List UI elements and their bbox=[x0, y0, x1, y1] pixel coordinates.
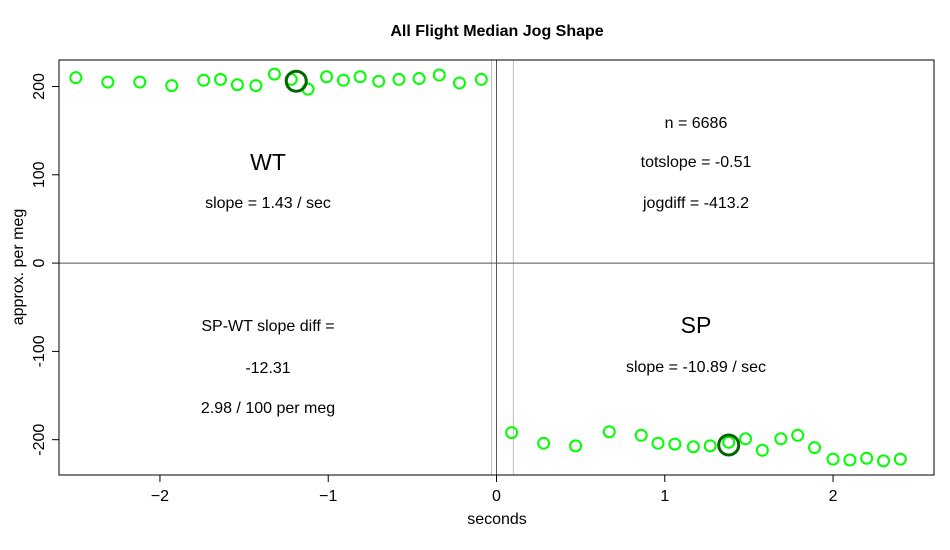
data-point-s0-6 bbox=[230, 78, 244, 92]
y-tick-label-3: -100 bbox=[31, 335, 48, 367]
data-point-s0-15 bbox=[392, 72, 406, 86]
data-point-s0-0 bbox=[69, 71, 83, 85]
y-axis-label: approx. per meg bbox=[10, 209, 27, 326]
x-tick-label-3: 1 bbox=[660, 488, 669, 505]
data-point-s0-3 bbox=[165, 79, 179, 93]
data-point-s1-15 bbox=[826, 452, 840, 466]
data-point-s1-2 bbox=[569, 439, 583, 453]
data-point-s0-4 bbox=[197, 73, 211, 87]
wt-slope-label: slope = 1.43 / sec bbox=[205, 195, 331, 212]
data-point-s1-0 bbox=[505, 426, 519, 440]
data-points bbox=[69, 67, 907, 468]
data-point-s0-13 bbox=[353, 70, 367, 84]
data-point-s1-10 bbox=[739, 432, 753, 446]
data-point-s1-6 bbox=[668, 437, 682, 451]
totslope-label: totslope = -0.51 bbox=[641, 154, 752, 171]
slope-diff-label: SP-WT slope diff = bbox=[201, 318, 334, 335]
x-tick-label-1: −1 bbox=[319, 488, 337, 505]
x-axis: −2 −1 0 1 2 bbox=[151, 474, 838, 505]
y-tick-label-4: -200 bbox=[31, 424, 48, 456]
sp-label: SP bbox=[681, 312, 712, 338]
data-point-s1-12 bbox=[774, 432, 788, 446]
data-point-s1-14 bbox=[808, 441, 822, 455]
data-point-s1-18 bbox=[877, 454, 891, 468]
y-tick-label-0: 200 bbox=[31, 73, 48, 100]
y-axis: 200 100 0 -100 -200 bbox=[31, 73, 60, 456]
reference-lines bbox=[59, 60, 934, 475]
data-point-s0-2 bbox=[133, 75, 147, 89]
data-point-s0-17 bbox=[432, 68, 446, 82]
data-point-s1-17 bbox=[860, 451, 874, 465]
x-tick-label-4: 2 bbox=[829, 488, 838, 505]
x-tick-label-0: −2 bbox=[151, 488, 169, 505]
x-tick-label-2: 0 bbox=[492, 488, 501, 505]
highlight-point-0 bbox=[284, 69, 308, 93]
highlight-point-1 bbox=[717, 433, 741, 457]
slope-diff-rate: 2.98 / 100 per meg bbox=[201, 400, 335, 417]
data-point-s1-19 bbox=[893, 452, 907, 466]
jogdiff-label: jogdiff = -413.2 bbox=[642, 195, 749, 212]
data-point-s0-11 bbox=[320, 70, 334, 84]
y-tick-label-1: 100 bbox=[31, 161, 48, 188]
x-axis-label: seconds bbox=[467, 511, 527, 528]
data-point-s1-13 bbox=[791, 428, 805, 442]
y-tick-label-2: 0 bbox=[31, 259, 48, 268]
data-point-s0-1 bbox=[101, 75, 115, 89]
data-point-s0-14 bbox=[372, 74, 386, 88]
data-point-s1-11 bbox=[755, 443, 769, 457]
data-point-s1-7 bbox=[686, 440, 700, 454]
data-point-s0-8 bbox=[267, 67, 281, 81]
wt-label: WT bbox=[250, 149, 286, 175]
data-point-s1-16 bbox=[843, 453, 857, 467]
sp-slope-label: slope = -10.89 / sec bbox=[626, 359, 766, 376]
data-point-s1-5 bbox=[651, 436, 665, 450]
slope-diff-value: -12.31 bbox=[245, 360, 290, 377]
data-point-s1-9 bbox=[722, 435, 736, 449]
data-point-s0-12 bbox=[336, 73, 350, 87]
data-point-s0-16 bbox=[412, 72, 426, 86]
highlight-points bbox=[284, 69, 741, 457]
data-point-s1-4 bbox=[634, 428, 648, 442]
data-point-s1-8 bbox=[703, 439, 717, 453]
data-point-s0-19 bbox=[474, 72, 488, 86]
chart-title: All Flight Median Jog Shape bbox=[390, 23, 603, 40]
n-count-label: n = 6686 bbox=[665, 115, 728, 132]
data-point-s1-3 bbox=[602, 425, 616, 439]
data-point-s0-18 bbox=[452, 76, 466, 90]
data-point-s0-7 bbox=[249, 79, 263, 93]
data-point-s0-5 bbox=[214, 72, 228, 86]
data-point-s1-1 bbox=[537, 436, 551, 450]
